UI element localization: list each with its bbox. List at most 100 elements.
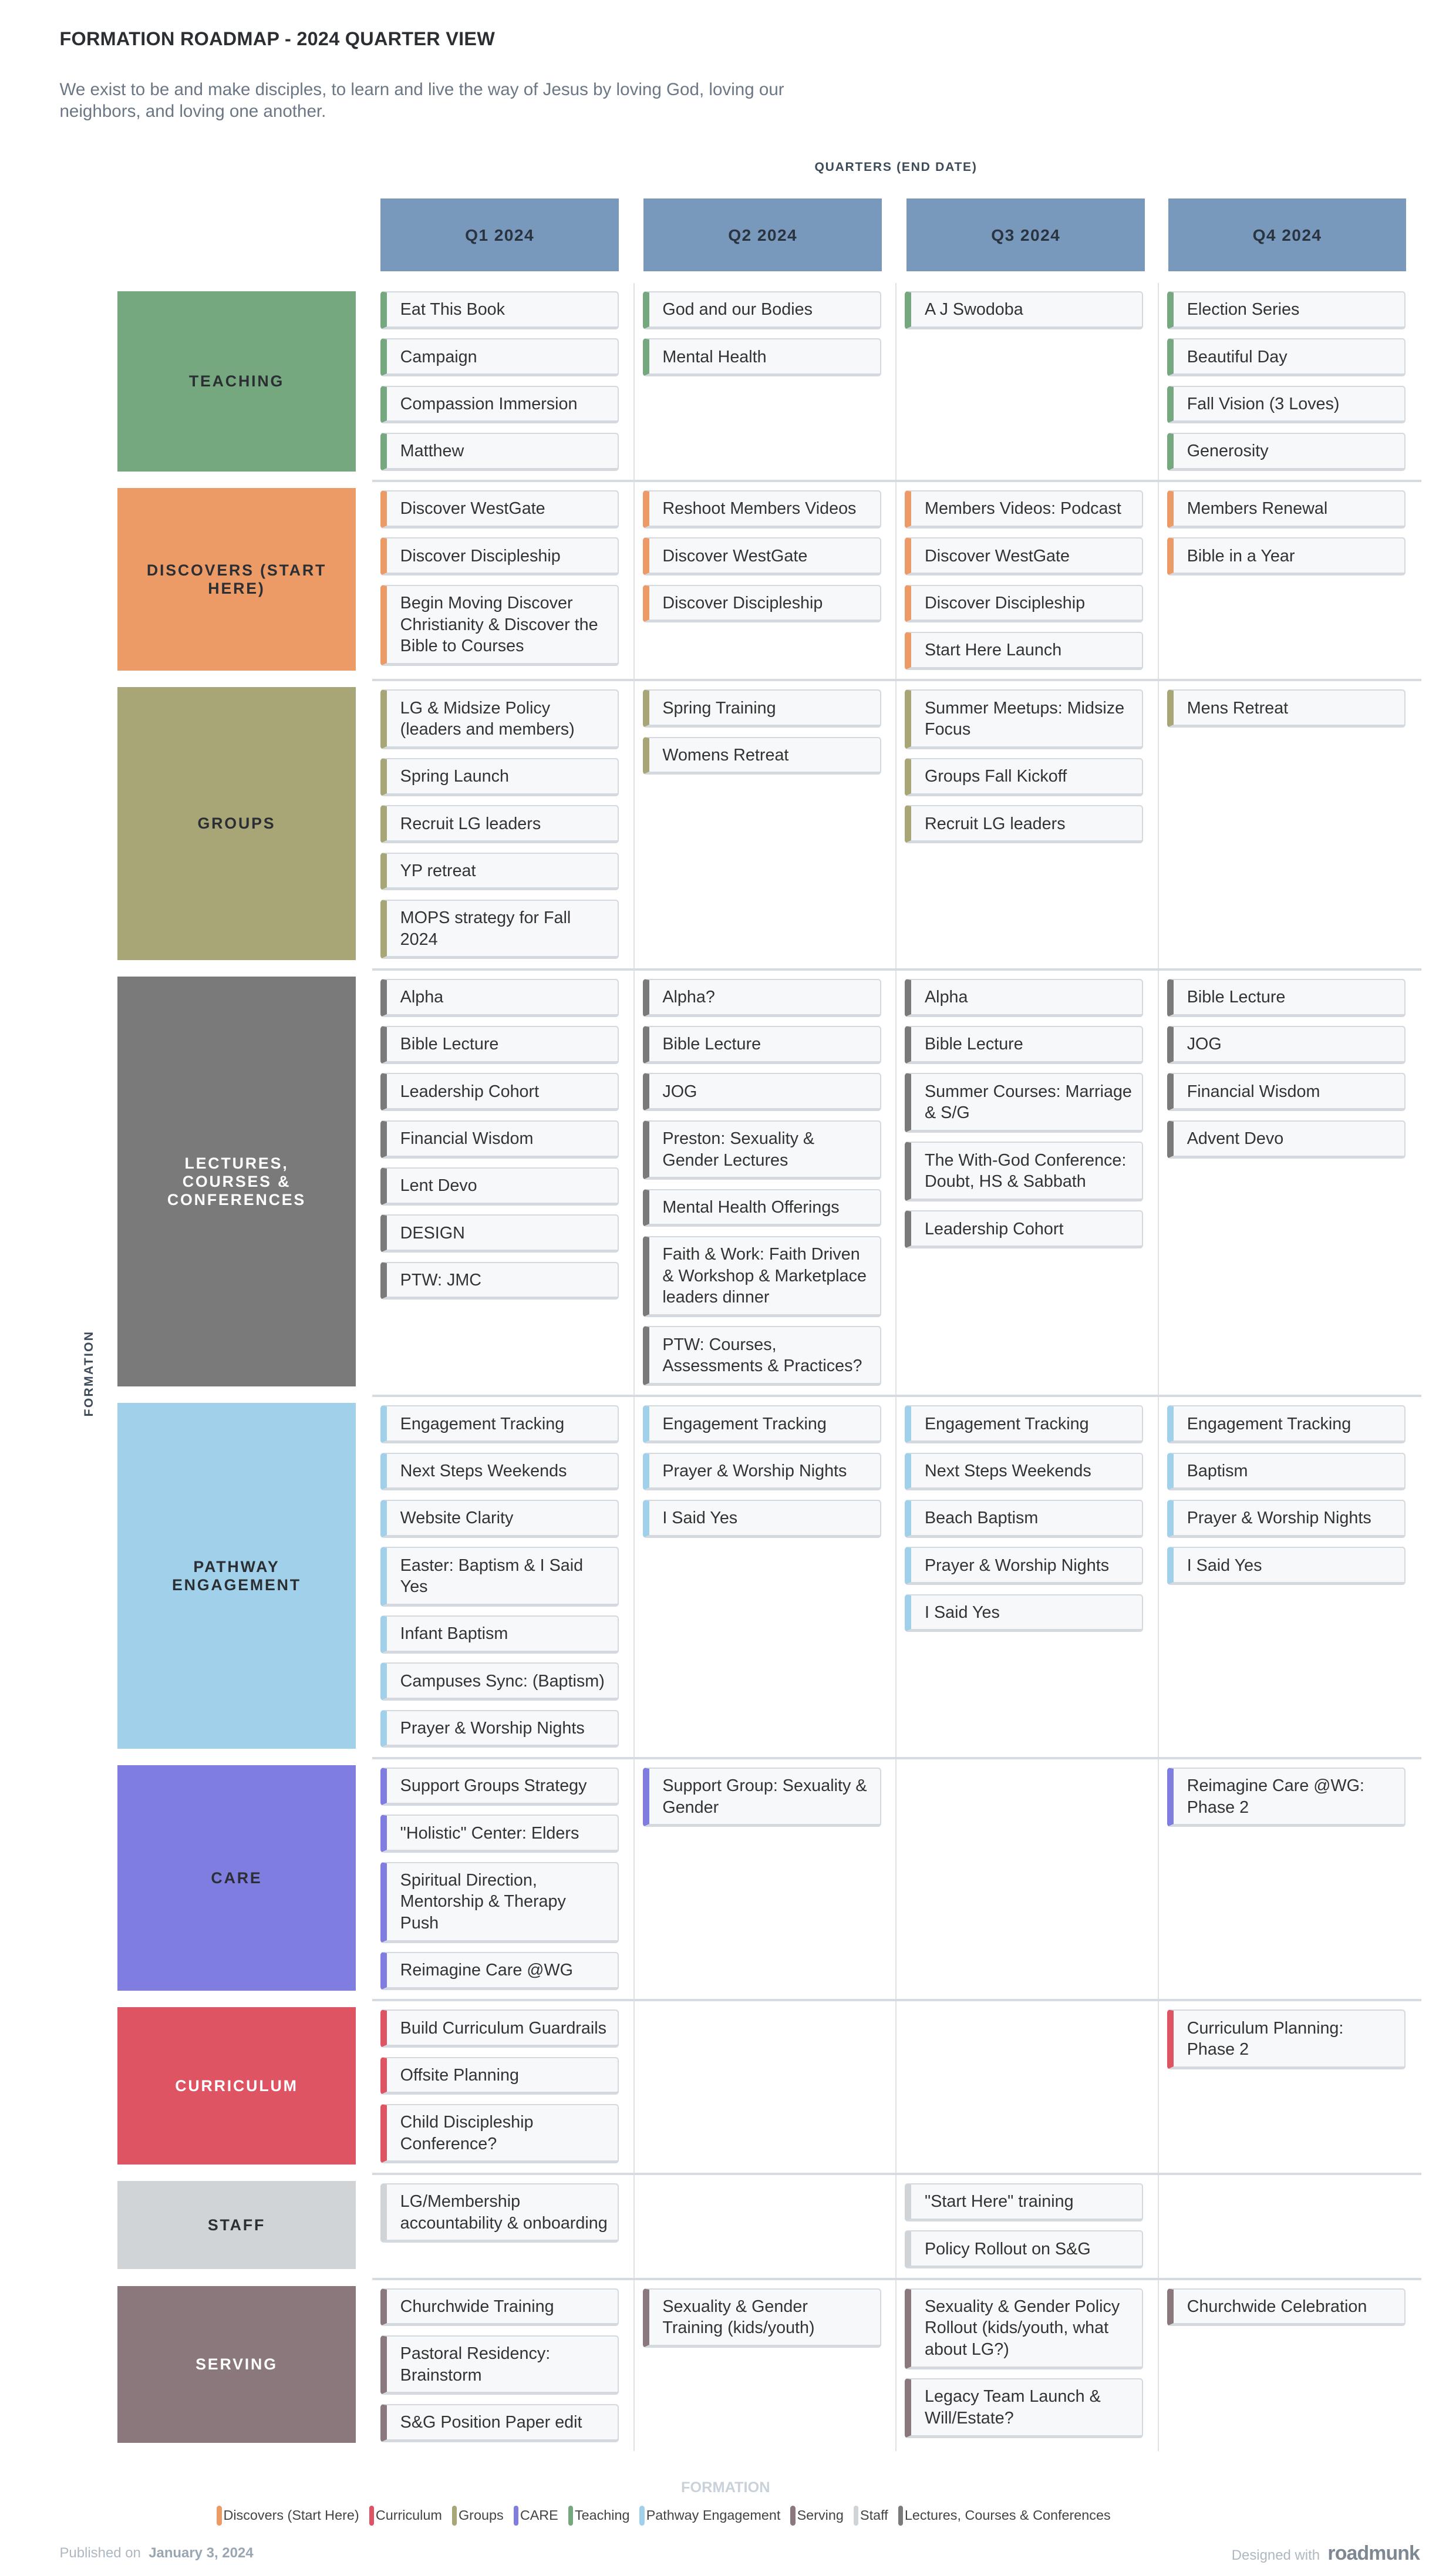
- roadmap-item[interactable]: Curriculum Planning: Phase 2: [1167, 2009, 1406, 2069]
- roadmap-item[interactable]: Discover WestGate: [905, 537, 1144, 576]
- roadmap-item[interactable]: Reshoot Members Videos: [642, 490, 881, 529]
- roadmap-item[interactable]: Election Series: [1167, 291, 1406, 329]
- roadmap-item[interactable]: The With-God Conference: Doubt, HS & Sab…: [905, 1142, 1144, 1201]
- roadmap-item[interactable]: Engagement Tracking: [380, 1405, 619, 1444]
- roadmap-item[interactable]: Lent Devo: [380, 1167, 619, 1206]
- roadmap-item[interactable]: JOG: [1167, 1026, 1406, 1064]
- roadmap-item[interactable]: I Said Yes: [642, 1499, 881, 1538]
- roadmap-item[interactable]: Engagement Tracking: [1167, 1405, 1406, 1444]
- roadmap-item[interactable]: Members Videos: Podcast: [905, 490, 1144, 529]
- roadmap-item[interactable]: LG/Membership accountability & onboardin…: [380, 2183, 619, 2243]
- roadmap-item[interactable]: God and our Bodies: [642, 291, 881, 329]
- roadmap-item[interactable]: Matthew: [380, 432, 619, 471]
- roadmap-item[interactable]: Summer Courses: Marriage & S/G: [905, 1073, 1144, 1133]
- roadmap-item[interactable]: Support Groups Strategy: [380, 1768, 619, 1806]
- legend-swatch: [451, 2505, 457, 2526]
- roadmap-item[interactable]: Discover Discipleship: [380, 537, 619, 576]
- roadmap-item[interactable]: Start Here Launch: [905, 631, 1144, 670]
- roadmap-item[interactable]: Website Clarity: [380, 1499, 619, 1538]
- roadmunk-logo[interactable]: roadmunk: [1327, 2542, 1420, 2564]
- roadmap-item[interactable]: Support Group: Sexuality & Gender: [642, 1768, 881, 1827]
- quarter-cell: Churchwide Training Pastoral Residency: B…: [372, 2280, 635, 2452]
- roadmap-item[interactable]: Offsite Planning: [380, 2056, 619, 2095]
- roadmap-item[interactable]: Engagement Tracking: [642, 1405, 881, 1444]
- roadmap-item[interactable]: Recruit LG leaders: [380, 805, 619, 844]
- roadmap-item[interactable]: Financial Wisdom: [1167, 1073, 1406, 1112]
- roadmap-item[interactable]: Prayer & Worship Nights: [1167, 1499, 1406, 1538]
- roadmap-item[interactable]: Campuses Sync: (Baptism): [380, 1662, 619, 1701]
- roadmap-item[interactable]: Prayer & Worship Nights: [380, 1709, 619, 1748]
- roadmap-item[interactable]: DESIGN: [380, 1214, 619, 1253]
- roadmap-item[interactable]: JOG: [642, 1073, 881, 1112]
- roadmap-item[interactable]: Fall Vision (3 Loves): [1167, 385, 1406, 424]
- roadmap-item[interactable]: Spring Launch: [380, 758, 619, 796]
- roadmap-item[interactable]: Reimagine Care @WG: [380, 1952, 619, 1990]
- roadmap-item[interactable]: Alpha: [380, 978, 619, 1017]
- roadmap-item[interactable]: I Said Yes: [1167, 1547, 1406, 1586]
- roadmap-item[interactable]: Spiritual Direction, Mentorship & Therap…: [380, 1862, 619, 1943]
- roadmap-item[interactable]: Recruit LG leaders: [905, 805, 1144, 844]
- roadmap-item[interactable]: Policy Rollout on S&G: [905, 2230, 1144, 2268]
- roadmap-item[interactable]: Build Curriculum Guardrails: [380, 2009, 619, 2048]
- roadmap-item[interactable]: Groups Fall Kickoff: [905, 758, 1144, 796]
- roadmap-item[interactable]: Sexuality & Gender Training (kids/youth): [642, 2288, 881, 2348]
- roadmap-item[interactable]: Baptism: [1167, 1452, 1406, 1491]
- roadmap-item[interactable]: Preston: Sexuality & Gender Lectures: [642, 1120, 881, 1180]
- roadmap-item[interactable]: Easter: Baptism & I Said Yes: [380, 1547, 619, 1607]
- roadmap-item[interactable]: "Holistic" Center: Elders: [380, 1815, 619, 1853]
- roadmap-item[interactable]: Discover WestGate: [380, 490, 619, 529]
- roadmap-item[interactable]: S&G Position Paper edit: [380, 2404, 619, 2442]
- roadmap-item[interactable]: PTW: JMC: [380, 1261, 619, 1300]
- roadmap-item[interactable]: Prayer & Worship Nights: [905, 1547, 1144, 1586]
- roadmap-item[interactable]: Spring Training: [642, 689, 881, 728]
- roadmap-item[interactable]: Pastoral Residency: Brainstorm: [380, 2335, 619, 2395]
- roadmap-item[interactable]: Campaign: [380, 338, 619, 377]
- roadmap-item[interactable]: Discover WestGate: [642, 537, 881, 576]
- roadmap-item[interactable]: A J Swodoba: [905, 291, 1144, 329]
- roadmap-item[interactable]: Alpha?: [642, 978, 881, 1017]
- roadmap-item[interactable]: Alpha: [905, 978, 1144, 1017]
- roadmap-item[interactable]: Churchwide Celebration: [1167, 2288, 1406, 2327]
- roadmap-item[interactable]: YP retreat: [380, 852, 619, 891]
- roadmap-item[interactable]: Eat This Book: [380, 291, 619, 329]
- roadmap-item[interactable]: Engagement Tracking: [905, 1405, 1144, 1444]
- roadmap-item[interactable]: Sexuality & Gender Policy Rollout (kids/…: [905, 2288, 1144, 2369]
- roadmap-item[interactable]: Legacy Team Launch & Will/Estate?: [905, 2378, 1144, 2438]
- roadmap-item[interactable]: Leadership Cohort: [905, 1210, 1144, 1249]
- roadmap-item[interactable]: Discover Discipleship: [905, 584, 1144, 623]
- roadmap-item[interactable]: Infant Baptism: [380, 1615, 619, 1654]
- roadmap-item[interactable]: Churchwide Training: [380, 2288, 619, 2327]
- roadmap-item[interactable]: Financial Wisdom: [380, 1120, 619, 1159]
- roadmap-item[interactable]: PTW: Courses, Assessments & Practices?: [642, 1326, 881, 1386]
- roadmap-item[interactable]: Bible Lecture: [642, 1026, 881, 1064]
- roadmap-item[interactable]: Generosity: [1167, 432, 1406, 471]
- roadmap-item[interactable]: Bible in a Year: [1167, 537, 1406, 576]
- roadmap-item[interactable]: Mental Health Offerings: [642, 1189, 881, 1227]
- roadmap-item[interactable]: Next Steps Weekends: [905, 1452, 1144, 1491]
- roadmap-item[interactable]: "Start Here" training: [905, 2183, 1144, 2221]
- roadmap-item[interactable]: Bible Lecture: [905, 1026, 1144, 1064]
- roadmap-item[interactable]: Beautiful Day: [1167, 338, 1406, 377]
- roadmap-item[interactable]: Begin Moving Discover Christianity & Dis…: [380, 584, 619, 666]
- roadmap-item[interactable]: Womens Retreat: [642, 736, 881, 775]
- roadmap-item[interactable]: Members Renewal: [1167, 490, 1406, 529]
- roadmap-item[interactable]: Next Steps Weekends: [380, 1452, 619, 1491]
- roadmap-item[interactable]: LG & Midsize Policy (leaders and members…: [380, 689, 619, 749]
- roadmap-item[interactable]: Mens Retreat: [1167, 689, 1406, 728]
- roadmap-item[interactable]: Bible Lecture: [1167, 978, 1406, 1017]
- roadmap-item[interactable]: Advent Devo: [1167, 1120, 1406, 1159]
- quarter-cell: God and our Bodies Mental Health: [635, 282, 897, 480]
- roadmap-item[interactable]: Mental Health: [642, 338, 881, 377]
- roadmap-item[interactable]: Prayer & Worship Nights: [642, 1452, 881, 1491]
- roadmap-item[interactable]: Compassion Immersion: [380, 385, 619, 424]
- roadmap-item[interactable]: Discover Discipleship: [642, 584, 881, 623]
- roadmap-item[interactable]: MOPS strategy for Fall 2024: [380, 899, 619, 960]
- roadmap-item[interactable]: Summer Meetups: Midsize Focus: [905, 689, 1144, 749]
- roadmap-item[interactable]: Bible Lecture: [380, 1026, 619, 1064]
- roadmap-item[interactable]: Child Discipleship Conference?: [380, 2103, 619, 2164]
- roadmap-item[interactable]: Beach Baptism: [905, 1499, 1144, 1538]
- roadmap-item[interactable]: Leadership Cohort: [380, 1073, 619, 1112]
- roadmap-item[interactable]: Reimagine Care @WG: Phase 2: [1167, 1768, 1406, 1827]
- roadmap-item[interactable]: I Said Yes: [905, 1594, 1144, 1632]
- roadmap-item[interactable]: Faith & Work: Faith Driven & Workshop & …: [642, 1236, 881, 1317]
